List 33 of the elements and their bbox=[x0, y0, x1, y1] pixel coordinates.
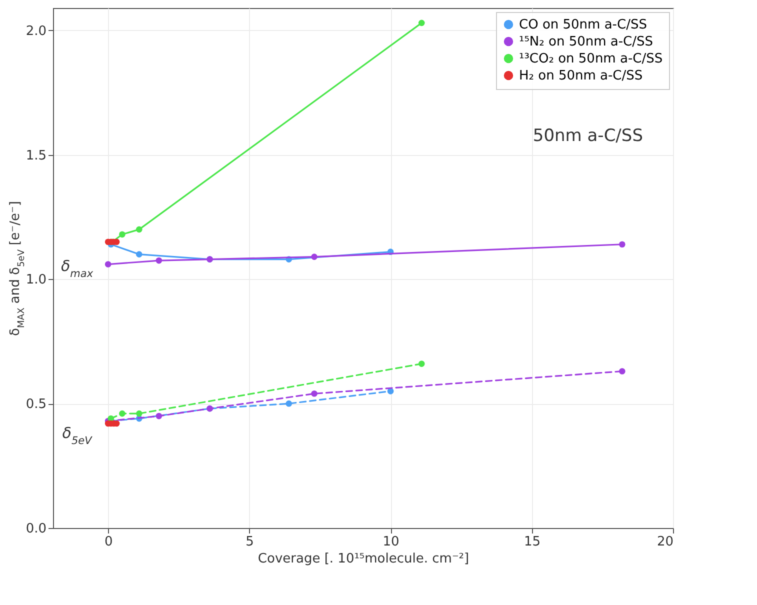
point bbox=[156, 257, 162, 264]
point bbox=[618, 368, 626, 374]
annotation: δ$_{max}$ bbox=[60, 257, 94, 280]
y-tick-label: 2.0 bbox=[26, 24, 46, 39]
y-tick-label: 1.0 bbox=[26, 272, 46, 288]
point bbox=[156, 412, 162, 420]
annotation: 50nm a-C/SS bbox=[532, 126, 643, 146]
legend-label: ¹³CO₂ on 50nm a-C/SS bbox=[519, 52, 663, 66]
point bbox=[418, 20, 425, 26]
point bbox=[136, 251, 142, 258]
x-tick-label: 10 bbox=[382, 534, 400, 550]
legend-label: ¹⁵N₂ on 50nm a-C/SS bbox=[519, 34, 654, 50]
point bbox=[136, 226, 142, 233]
legend-label: CO on 50nm a-C/SS bbox=[519, 18, 647, 32]
point bbox=[119, 410, 126, 417]
point bbox=[136, 410, 142, 417]
point bbox=[311, 254, 318, 260]
point bbox=[104, 261, 112, 268]
point bbox=[418, 360, 425, 367]
x-tick-label: 15 bbox=[524, 534, 541, 550]
point bbox=[311, 390, 318, 397]
legend-label: H₂ on 50nm a-C/SS bbox=[519, 68, 643, 84]
y-tick-label: 1.5 bbox=[26, 148, 46, 164]
x-tick-label: 0 bbox=[104, 534, 113, 550]
x-tick-label: 5 bbox=[246, 534, 254, 550]
point bbox=[618, 241, 626, 248]
annotation: δ$_{5eV}$ bbox=[62, 424, 93, 447]
point bbox=[286, 400, 292, 407]
x-tick-label: 20 bbox=[656, 534, 674, 550]
point bbox=[119, 231, 126, 238]
y-tick-label: 0.0 bbox=[26, 522, 46, 536]
y-tick-label: 0.5 bbox=[26, 397, 46, 412]
x-axis-title: Coverage [. 10¹⁵molecule. cm⁻²] bbox=[258, 552, 470, 566]
